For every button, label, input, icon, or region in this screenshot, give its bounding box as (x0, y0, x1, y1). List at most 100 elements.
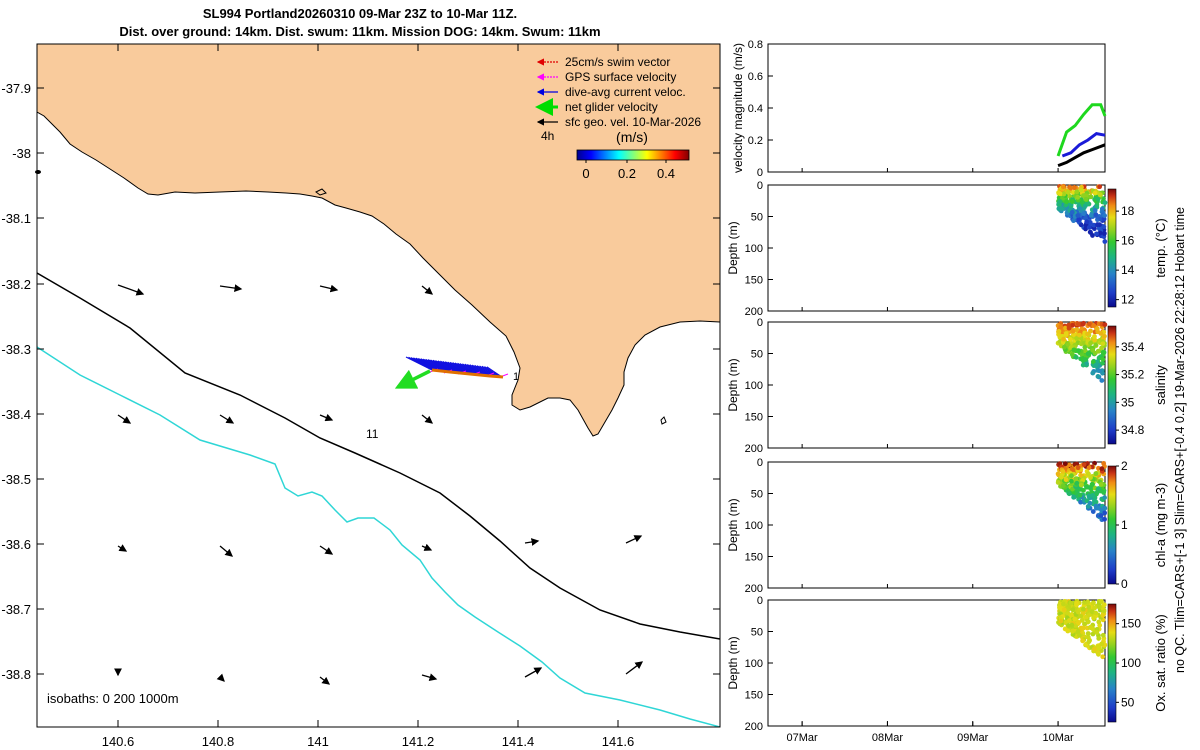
profile-data-point (1102, 231, 1107, 236)
profile-data-point (1093, 362, 1099, 368)
profile-data-point (1074, 602, 1079, 608)
profile-ytick-label: 100 (745, 380, 763, 392)
geo-velocity-arrow (421, 543, 433, 551)
isobath-200m (37, 272, 720, 640)
profile-panel-1: 0 50 100 150 200 Depth (m) 12 14 16 18 temp. (°C) (726, 180, 1168, 318)
profile-data-point (1057, 191, 1063, 197)
profile-data-point (1091, 222, 1097, 228)
map-xtick-label: 140.8 (202, 734, 235, 749)
profile-data-point (1094, 222, 1100, 227)
map-ytick-label: -38.4 (1, 407, 31, 422)
profile-ytick-label: 200 (745, 583, 763, 595)
profile-data-point (1068, 478, 1074, 484)
dive-avg-current-vector (405, 356, 433, 371)
profile-data-point (1088, 194, 1094, 200)
time-axis: 07Mar 08Mar 09Mar 10Mar (787, 168, 1074, 744)
map-xtick-label: 141.6 (602, 734, 635, 749)
velocity-ylabel: velocity magnitude (m/s) (731, 43, 745, 173)
velocity-series-line (1057, 143, 1106, 168)
geo-velocity-arrow (625, 661, 644, 675)
profile-data-point (1092, 334, 1097, 339)
profile-data-point (1096, 651, 1101, 657)
colorbar-tick-label: 50 (1121, 695, 1135, 709)
legend-label: net glider velocity (565, 100, 658, 114)
profile-data-point (1093, 212, 1099, 218)
profile-data-point (1062, 461, 1068, 467)
velocity-ytick-label: 0.8 (748, 39, 763, 51)
profile-ylabel: Depth (m) (726, 221, 740, 274)
profile-data-point (1072, 185, 1077, 191)
profile-data-point (1065, 342, 1071, 347)
dive-avg-current-vector (430, 359, 454, 373)
profile-data-point (1080, 362, 1086, 368)
colorbar-tick-label: 100 (1121, 656, 1141, 670)
profile-data-point (1096, 486, 1101, 491)
profile-data-point (1090, 359, 1096, 365)
profile-data-point (1086, 493, 1092, 499)
profile-plot-frame (767, 184, 1106, 312)
dive-avg-current-vector (449, 361, 471, 375)
colorbar-tick-label: 14 (1121, 263, 1135, 277)
map-ytick-label: -38.3 (1, 342, 31, 357)
profile-ytick-label: 50 (751, 212, 763, 224)
profile-data-point (1086, 639, 1092, 645)
map-ticks: 140.6 140.8 141 141.2 141.4 141.6 -37.9 -38 -38.… (1, 44, 720, 749)
colorbar-tick-label: 0.4 (657, 166, 675, 181)
profile-data-point (1078, 499, 1083, 505)
profile-data-point (1096, 604, 1102, 610)
profile-colorbar (1107, 325, 1117, 445)
profile-data-point (1092, 190, 1098, 196)
profile-data-point (1066, 623, 1071, 629)
profile-data-point (1094, 490, 1100, 495)
legend-scale-label: 4h (541, 129, 554, 143)
dive-avg-current-vector (452, 362, 473, 375)
profile-ytick-label: 150 (745, 690, 763, 702)
dive-avg-current-vector (484, 366, 500, 377)
colorbar-tick-label: 150 (1121, 617, 1141, 631)
dive-avg-current-vector (444, 361, 466, 374)
profile-data-point (1066, 462, 1072, 468)
profile-data-point (1081, 211, 1087, 217)
dive-avg-current-vector (469, 364, 487, 376)
velocity-ytick-label: 0.4 (748, 103, 763, 115)
island-marker (35, 170, 41, 174)
velocity-plot-frame (767, 43, 1106, 173)
time-xtick-label: 09Mar (957, 732, 989, 744)
profile-data-point (1085, 351, 1091, 357)
time-xtick-label: 08Mar (872, 732, 904, 744)
colorbar-tick-label: 16 (1121, 234, 1135, 248)
profile-data-point (1090, 370, 1096, 376)
profile-data-point (1086, 465, 1092, 471)
profile-data-point (1081, 487, 1086, 493)
profile-data-point (1071, 494, 1077, 500)
profile-data-point (1100, 350, 1106, 355)
profile-data-point (1088, 212, 1094, 218)
profile-data-point (1090, 509, 1096, 514)
profile-data-point (1090, 600, 1096, 606)
profile-data-point (1102, 510, 1108, 516)
profile-data-point (1070, 628, 1075, 634)
dive-avg-current-vector (425, 358, 450, 373)
title-line-2: Dist. over ground: 14km. Dist. swum: 11k… (119, 24, 601, 39)
profile-ytick-label: 150 (745, 552, 763, 564)
profile-data-point (1102, 333, 1107, 339)
profile-ytick-label: 50 (751, 349, 763, 361)
profile-data-point (1069, 209, 1075, 215)
profile-data-point (1061, 607, 1067, 613)
dive-avg-current-vector (457, 362, 477, 375)
profile-data-point (1072, 616, 1078, 622)
dive-avg-current-vector (410, 357, 437, 371)
profile-data-point (1086, 612, 1092, 618)
profile-data-point (1088, 475, 1093, 480)
legend-label: 25cm/s swim vector (565, 55, 670, 69)
profile-data-point (1100, 632, 1106, 638)
sfc-geo-velocity-arrows (114, 284, 644, 685)
island (660, 416, 667, 425)
dive-avg-current-vector (435, 360, 458, 373)
profile-data-point (1060, 601, 1066, 607)
map-xtick-label: 141.2 (402, 734, 435, 749)
dive-avg-current-vector (417, 357, 443, 372)
profile-data-point (1063, 477, 1069, 483)
profile-data-point (1071, 218, 1076, 224)
